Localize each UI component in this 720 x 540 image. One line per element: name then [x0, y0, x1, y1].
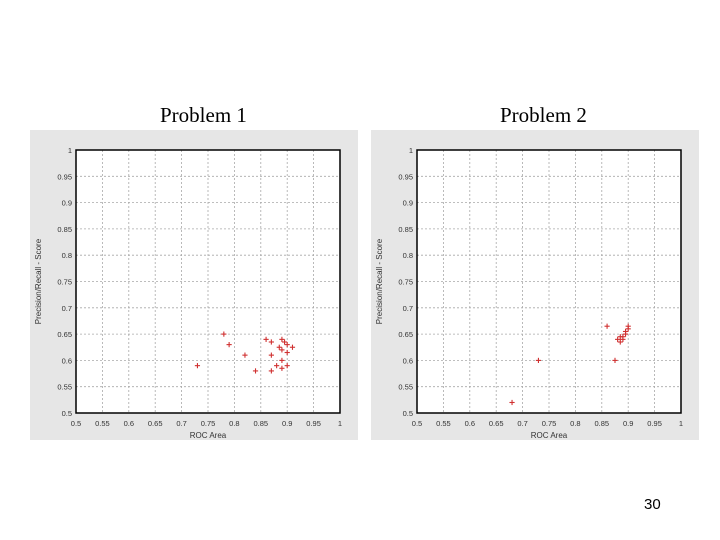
- y-tick-label: 0.8: [403, 251, 413, 260]
- y-tick-label: 0.95: [57, 172, 72, 181]
- data-point: [242, 352, 248, 358]
- x-tick-label: 0.8: [229, 419, 239, 428]
- data-point: [620, 336, 626, 342]
- y-tick-label: 0.7: [62, 304, 72, 313]
- data-point: [252, 368, 259, 374]
- x-tick-label: 0.7: [176, 419, 186, 428]
- y-tick-label: 0.9: [62, 199, 72, 208]
- data-point: [284, 349, 290, 356]
- x-tick-label: 0.55: [436, 419, 451, 428]
- x-tick-label: 0.75: [542, 419, 557, 428]
- x-tick-label: 0.55: [95, 419, 110, 428]
- data-point: [535, 357, 542, 363]
- y-axis-label: Precision/Recall - Score: [375, 238, 384, 324]
- problem-1-title: Problem 1: [160, 103, 247, 127]
- data-point: [279, 336, 285, 342]
- x-tick-label: 0.95: [306, 419, 321, 428]
- x-tick-label: 0.7: [517, 419, 527, 428]
- data-point: [274, 363, 280, 369]
- data-point: [622, 328, 629, 335]
- y-tick-label: 0.85: [57, 225, 72, 234]
- y-tick-label: 0.6: [62, 356, 72, 365]
- x-tick-label: 0.9: [623, 419, 633, 428]
- data-point: [281, 339, 288, 345]
- x-tick-label: 0.6: [124, 419, 134, 428]
- y-tick-label: 0.5: [403, 409, 413, 418]
- y-tick-label: 0.95: [398, 172, 413, 181]
- data-point: [226, 342, 232, 348]
- data-point: [194, 363, 201, 369]
- x-tick-label: 1: [338, 419, 342, 428]
- data-point: [279, 347, 285, 353]
- slide-number: 30: [644, 496, 661, 513]
- problem-1-scatter-svg: 0.5 0.55 0.6 0.65 0.7 0.75 0.8 0.85 0.9 0.95 1 0.5 0…: [30, 130, 358, 440]
- x-tick-label: 0.5: [412, 419, 422, 428]
- x-tick-label: 0.9: [282, 419, 292, 428]
- y-tick-label: 0.75: [57, 278, 72, 287]
- y-tick-label: 0.55: [57, 383, 72, 392]
- data-point: [625, 326, 631, 332]
- problem-2-scatter-plot: 0.5 0.55 0.6 0.65 0.7 0.75 0.8 0.85 0.9 0.95 1 0.5 0…: [371, 130, 699, 440]
- x-tick-label: 0.85: [594, 419, 609, 428]
- y-tick-label: 0.55: [398, 383, 413, 392]
- data-point: [284, 342, 290, 348]
- x-tick-label: 0.8: [570, 419, 580, 428]
- x-tick-label: 0.65: [148, 419, 163, 428]
- y-tick-label: 0.65: [398, 330, 413, 339]
- x-tick-label: 0.5: [71, 419, 81, 428]
- x-tick-label: 0.95: [647, 419, 662, 428]
- problem-1-scatter-plot: 0.5 0.55 0.6 0.65 0.7 0.75 0.8 0.85 0.9 0.95 1 0.5 0…: [30, 130, 358, 440]
- data-point: [279, 357, 285, 363]
- x-tick-label: 0.75: [201, 419, 216, 428]
- data-point: [276, 344, 282, 350]
- plot-frame: [416, 149, 682, 414]
- data-point: [612, 357, 618, 363]
- y-tick-label: 0.85: [398, 225, 413, 234]
- data-point: [509, 399, 515, 406]
- y-tick-label: 0.5: [62, 409, 72, 418]
- y-tick-label: 0.6: [403, 356, 413, 365]
- y-tick-label: 0.65: [57, 330, 72, 339]
- data-point: [617, 334, 623, 340]
- y-tick-label: 1: [409, 146, 413, 155]
- data-point: [268, 339, 274, 345]
- x-tick-label: 0.85: [253, 419, 268, 428]
- data-point: [604, 323, 610, 329]
- data-point: [279, 365, 285, 371]
- problem-2-title: Problem 2: [500, 103, 587, 127]
- y-axis-label: Precision/Recall - Score: [34, 238, 43, 324]
- data-point: [263, 336, 269, 342]
- y-tick-label: 0.9: [403, 199, 413, 208]
- data-point: [617, 339, 623, 345]
- data-point: [221, 331, 227, 337]
- y-tick-label: 0.7: [403, 304, 413, 313]
- y-tick-label: 1: [68, 146, 72, 155]
- x-tick-label: 0.65: [489, 419, 504, 428]
- data-point: [289, 344, 296, 350]
- x-axis-label: ROC Area: [190, 431, 227, 440]
- x-axis-label: ROC Area: [531, 431, 568, 440]
- data-point: [284, 363, 290, 369]
- y-tick-label: 0.75: [398, 278, 413, 287]
- problem-2-scatter-svg: 0.5 0.55 0.6 0.65 0.7 0.75 0.8 0.85 0.9 0.95 1 0.5 0…: [371, 130, 699, 440]
- data-point: [268, 368, 274, 374]
- data-point: [268, 352, 274, 358]
- x-tick-label: 0.6: [465, 419, 475, 428]
- x-tick-label: 1: [679, 419, 683, 428]
- y-tick-label: 0.8: [62, 251, 72, 260]
- plot-frame: [75, 149, 341, 414]
- data-point: [615, 336, 621, 342]
